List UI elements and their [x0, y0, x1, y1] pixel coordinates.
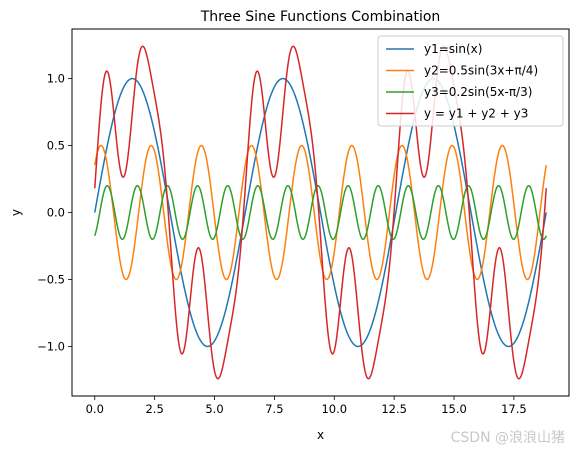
- y-tick-label: 0.5: [47, 139, 65, 153]
- x-tick-label: 2.5: [145, 402, 163, 416]
- x-axis-ticks: 0.0 2.5 5.0 7.5 10.0 12.5 15.0 17.5: [86, 396, 527, 416]
- y-tick-label: 0.0: [47, 206, 65, 220]
- y-tick-label: 1.0: [47, 72, 65, 86]
- y-axis-label: y: [9, 209, 23, 216]
- series-line-3: [94, 184, 547, 241]
- chart-title: Three Sine Functions Combination: [200, 9, 441, 25]
- legend-label-1: y1=sin(x): [424, 42, 482, 56]
- x-tick-label: 0.0: [86, 402, 104, 416]
- x-axis-label: x: [317, 428, 324, 442]
- x-tick-label: 15.0: [441, 402, 467, 416]
- series-line-1: [94, 77, 547, 348]
- legend-label-4: y = y1 + y2 + y3: [424, 107, 528, 121]
- x-tick-label: 7.5: [265, 402, 283, 416]
- x-tick-label: 5.0: [205, 402, 223, 416]
- y-axis-ticks: −1.0 −0.5 0.0 0.5 1.0: [37, 72, 72, 353]
- series-line-4: [94, 45, 547, 380]
- legend-label-2: y2=0.5sin(3x+π/4): [424, 64, 538, 78]
- series-line-2: [94, 144, 547, 281]
- legend: y1=sin(x) y2=0.5sin(3x+π/4) y3=0.2sin(5x-π…: [377, 35, 564, 127]
- x-tick-label: 17.5: [501, 402, 527, 416]
- legend-box: [377, 35, 564, 127]
- y-tick-label: −0.5: [37, 272, 65, 286]
- x-tick-label: 10.0: [321, 402, 347, 416]
- y-tick-label: −1.0: [37, 339, 65, 353]
- plot-lines: [94, 45, 547, 380]
- x-tick-label: 12.5: [381, 402, 407, 416]
- legend-label-3: y3=0.2sin(5x-π/3): [424, 85, 532, 99]
- watermark: CSDN @浪浪山猪: [450, 430, 565, 446]
